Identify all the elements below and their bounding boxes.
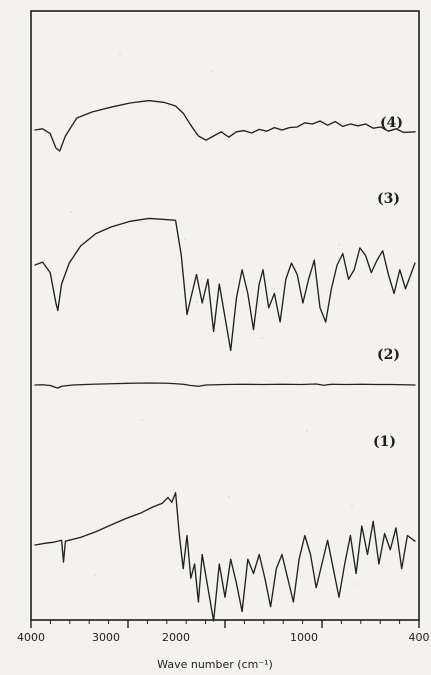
speck <box>119 53 121 55</box>
series-label: (2) <box>377 347 400 363</box>
speck <box>211 70 213 72</box>
x-tick-label: 2000 <box>162 631 190 644</box>
series-label: (1) <box>373 434 396 450</box>
x-axis-label: Wave number (cm⁻¹) <box>157 658 273 671</box>
x-axis-ticks <box>30 620 420 628</box>
series-label: (4) <box>380 115 403 131</box>
speck <box>351 505 353 507</box>
speck <box>279 95 281 97</box>
speck <box>311 267 313 269</box>
speck <box>261 337 263 339</box>
speck <box>70 211 72 213</box>
speck <box>306 430 308 432</box>
speck <box>184 238 186 240</box>
speck <box>196 301 198 303</box>
series-line <box>34 217 416 352</box>
x-tick-label: 3000 <box>92 631 120 644</box>
x-tick-label: 1000 <box>290 631 318 644</box>
series-line <box>34 99 416 152</box>
x-tick-label: 4000 <box>17 631 45 644</box>
scan-texture <box>70 53 358 585</box>
speck <box>228 496 230 498</box>
speck <box>94 574 96 576</box>
speck <box>338 244 340 246</box>
series-line <box>34 492 416 622</box>
x-tick-label: 400 <box>409 631 430 644</box>
speck <box>141 419 143 421</box>
series-line <box>34 382 416 389</box>
series-label: (3) <box>377 191 400 207</box>
speck <box>356 583 358 585</box>
